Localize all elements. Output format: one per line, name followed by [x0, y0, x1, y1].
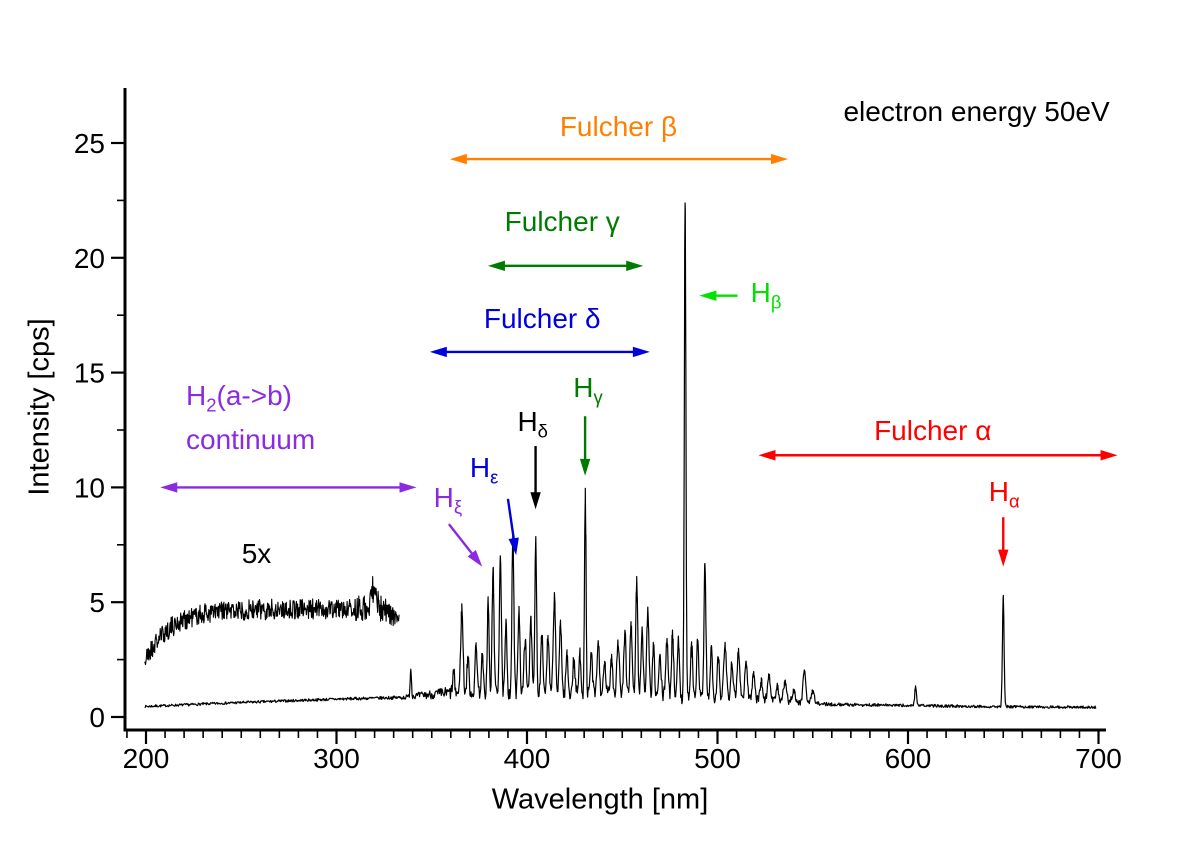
arrowhead [449, 153, 467, 165]
y-tick-label: 20 [74, 243, 105, 274]
y-tick-label: 25 [74, 128, 105, 159]
axes [123, 88, 1106, 732]
y-tick-label: 10 [74, 472, 105, 503]
x-axis-ticks: 200 300 400 500 600 700 [123, 730, 1122, 774]
arrow-shaft [447, 523, 476, 558]
fulcher-delta-span-arrow [429, 346, 650, 358]
arrowhead [530, 492, 541, 510]
arrowhead [508, 537, 519, 556]
h-xi-pointer-arrow [447, 523, 483, 567]
arrowhead [699, 290, 717, 301]
h-gamma-pointer-arrow [579, 416, 591, 476]
arrowhead [429, 346, 447, 358]
fulcher-gamma-span-arrow [487, 260, 644, 272]
arrowhead [399, 482, 417, 493]
arrowhead [626, 260, 644, 272]
h-delta-pointer-arrow [530, 446, 541, 510]
arrowhead [467, 550, 483, 567]
y-axis-ticks: 0 5 10 15 20 25 [74, 128, 125, 733]
arrow-shaft [506, 498, 516, 543]
x-tick-label: 200 [123, 743, 170, 774]
arrowhead [998, 549, 1009, 567]
spectrum-trace [144, 202, 1097, 710]
arrowhead [632, 346, 650, 358]
y-tick-label: 15 [74, 358, 105, 389]
h2-continuum-span-arrow [160, 482, 417, 493]
x-axis-title: Wavelength [nm] [491, 783, 709, 816]
arrowhead [770, 153, 788, 165]
h-alpha-pointer-arrow [998, 517, 1009, 567]
arrowhead [487, 260, 505, 272]
arrowhead [160, 482, 178, 493]
x-tick-label: 600 [885, 743, 932, 774]
arrowhead [1100, 450, 1118, 461]
h-beta-pointer-arrow [699, 290, 738, 301]
h-epsilon-pointer-arrow [506, 498, 519, 556]
y-axis-title: Intensity [cps] [23, 318, 56, 496]
fulcher-beta-span-arrow [449, 153, 788, 165]
x-tick-label: 300 [313, 743, 360, 774]
x-tick-label: 700 [1075, 743, 1122, 774]
y-tick-label: 0 [89, 702, 105, 733]
fulcher-alpha-span-arrow [758, 450, 1118, 461]
arrowhead [758, 450, 776, 461]
x-tick-label: 500 [694, 743, 741, 774]
arrowhead [579, 458, 591, 476]
y-tick-label: 5 [89, 587, 105, 618]
x-tick-label: 400 [504, 743, 551, 774]
uv-continuum-trace [144, 576, 400, 666]
